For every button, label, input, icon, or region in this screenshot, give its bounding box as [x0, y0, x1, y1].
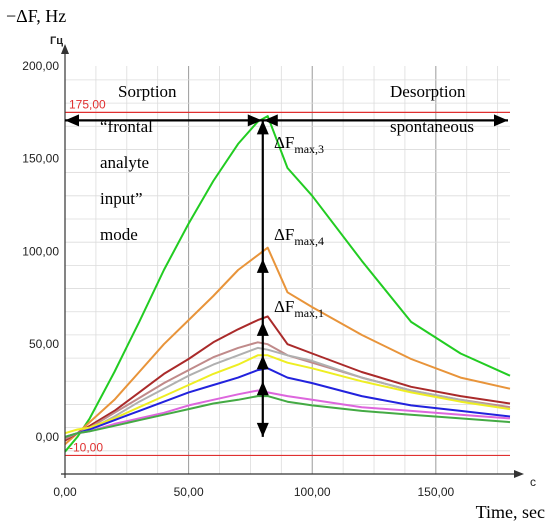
desorption-start-arrow-head	[263, 114, 278, 127]
series-line-1	[64, 115, 511, 453]
x-axis-arrow	[514, 470, 524, 478]
dfmax3-label-base: ΔF	[274, 133, 294, 152]
desorption-label: Desorption	[390, 82, 466, 101]
x-tick-label: 150,00	[417, 485, 454, 499]
dfmax4-label-base: ΔF	[274, 225, 294, 244]
y-axis-arrow	[61, 44, 69, 54]
mode-label-line: input”	[100, 189, 143, 208]
dfmax-arrow-head-a	[256, 355, 269, 370]
sorption-label: Sorption	[118, 82, 177, 101]
dfmax3-arrow-head	[256, 120, 269, 135]
series-group	[64, 115, 511, 453]
x-unit-label: c	[530, 475, 536, 489]
y-tick-label: 100,00	[22, 244, 59, 258]
y-axis-title: −ΔF, Hz	[6, 6, 66, 26]
dfmax4-label: ΔFmax,4	[274, 225, 324, 248]
series-line-7	[64, 367, 511, 438]
dfmax1-label-base: ΔF	[274, 297, 294, 316]
dfmax4-label-sub: max,4	[294, 234, 324, 248]
dfmax3-label-sub: max,3	[294, 142, 324, 156]
x-tick-label: 0,00	[53, 485, 77, 499]
x-axis-title: Time, sec	[476, 502, 545, 522]
dfmax4-arrow-head	[256, 258, 269, 273]
series-line-3	[64, 315, 511, 442]
desorption-arrow-head	[494, 114, 508, 127]
annotations: Sorption Desorption spontaneous “frontal ana…	[65, 82, 508, 437]
grid	[64, 66, 510, 475]
series-line-8	[64, 389, 511, 438]
dfmax1-label: ΔFmax,1	[274, 297, 324, 320]
mode-label-line: mode	[100, 225, 138, 244]
mode-label-line: “frontal	[100, 117, 153, 136]
reference-line-label: 175,00	[69, 97, 106, 111]
dfmax1-arrow-head	[256, 321, 269, 336]
dfmax-bottom-arrow-head	[256, 422, 269, 437]
series-line-6	[64, 354, 511, 435]
reference-lines: 175,00 -10,00	[65, 97, 510, 457]
y-tick-label: 200,00	[22, 59, 59, 73]
reference-line-label: -10,00	[69, 440, 103, 454]
dfmax3-label: ΔFmax,3	[274, 133, 324, 156]
axes	[61, 44, 524, 478]
tick-labels: 0,00 50,00 100,00 150,00 200,00 0,00 50,00 100,…	[6, 6, 545, 522]
spontaneous-label: spontaneous	[390, 117, 474, 136]
y-tick-label: 50,00	[29, 337, 59, 351]
sorption-end-arrow-head	[247, 114, 262, 127]
series-line-4	[64, 341, 511, 440]
series-line-2	[64, 246, 511, 446]
y-tick-label: 150,00	[22, 152, 59, 166]
sorption-arrow-head	[65, 114, 79, 127]
y-tick-label: 0,00	[36, 430, 60, 444]
dfmax-arrow-head-b	[256, 381, 269, 396]
y-unit-label: Гц	[50, 35, 63, 47]
dfmax1-label-sub: max,1	[294, 306, 324, 320]
x-tick-label: 100,00	[294, 485, 331, 499]
mode-label-line: analyte	[100, 153, 149, 172]
x-tick-label: 50,00	[174, 485, 204, 499]
series-line-9	[64, 395, 511, 438]
